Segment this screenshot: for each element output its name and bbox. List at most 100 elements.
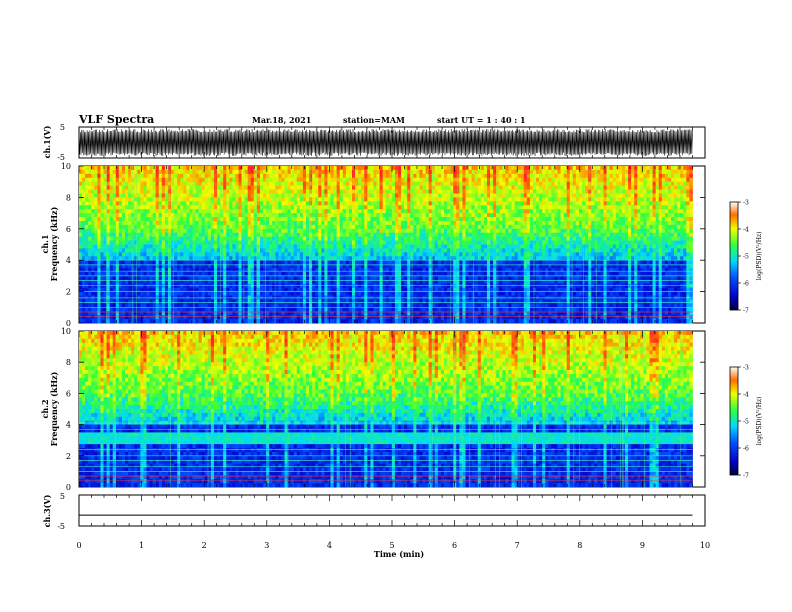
spectrogram-cell [312, 220, 316, 226]
spectrogram-cell [373, 220, 377, 226]
spectrogram-cell [401, 248, 405, 253]
spectrogram-cell [146, 240, 150, 245]
spectrogram-cell [324, 169, 328, 175]
spectrogram-cell [278, 173, 282, 179]
spectrogram-cell [97, 173, 101, 179]
spectrogram-cell [259, 279, 264, 285]
spectrogram-cell [152, 240, 157, 245]
spectrogram-cell [416, 311, 420, 316]
spectrogram-cell [82, 252, 86, 257]
spectrogram-cell [259, 307, 264, 312]
spectrogram-cell [416, 213, 420, 218]
spectrogram-cell [213, 232, 218, 238]
spectrogram-cell [149, 228, 154, 234]
spectrogram-cell [143, 248, 147, 253]
spectrogram-cell [213, 228, 218, 234]
spectrogram-cell [253, 197, 258, 202]
spectrogram-cell [453, 217, 457, 222]
spectrogram-cell [312, 169, 316, 175]
spectrogram-cell [91, 283, 95, 289]
spectrogram-cell [284, 197, 288, 202]
spectrogram-cell [259, 248, 264, 253]
spectrogram-cell [94, 319, 98, 324]
spectrogram-cell [358, 248, 362, 253]
spectrogram-cell [103, 275, 108, 281]
spectrogram-cell [364, 256, 368, 261]
spectrogram-cell [379, 315, 384, 320]
spectrogram-cell [444, 268, 448, 273]
spectrogram-cell [450, 228, 454, 234]
spectrogram-cell [186, 256, 190, 261]
spectrogram-cell [330, 307, 334, 312]
spectrogram-cell [171, 256, 175, 261]
spectrogram-cell [275, 193, 279, 198]
spectrogram-cell [198, 181, 203, 187]
spectrogram-cell [272, 279, 276, 285]
spectrogram-cell [155, 224, 160, 230]
spectrogram-cell [404, 209, 408, 214]
spectrogram-cell [82, 307, 86, 312]
spectrogram-cell [183, 303, 187, 308]
spectrogram-cell [401, 260, 405, 265]
spectrogram-cell [336, 268, 341, 273]
spectrogram-cell [137, 271, 141, 277]
spectrogram-cell [100, 177, 104, 183]
spectrogram-cell [94, 228, 98, 234]
spectrogram-cell [198, 232, 203, 238]
spectrogram-cell [401, 264, 405, 269]
spectrogram-cell [321, 275, 325, 281]
spectrogram-cell [177, 228, 181, 234]
spectrogram-cell [330, 240, 334, 245]
spectrogram-cell [266, 291, 270, 296]
spectrogram-cell [318, 283, 322, 289]
spectrogram-cell [431, 303, 436, 308]
spectrogram-cell [419, 264, 423, 269]
spectrogram-cell [278, 197, 282, 202]
spectrogram-cell [413, 224, 417, 230]
spectrogram-cell [149, 240, 154, 245]
spectrogram-cell [327, 224, 331, 230]
spectrogram-cell [315, 169, 319, 175]
spectrogram-cell [263, 252, 267, 257]
spectrogram-cell [437, 177, 442, 183]
spectrogram-cell [244, 248, 249, 253]
spectrogram-cell [324, 248, 328, 253]
spectrogram-cell [164, 201, 169, 206]
spectrogram-cell [315, 287, 319, 293]
spectrogram-cell [91, 244, 95, 249]
spectrogram-cell [97, 315, 101, 320]
spectrogram-cell [177, 205, 181, 210]
spectrogram-cell [385, 311, 390, 316]
spectrogram-cell [388, 220, 393, 226]
spectrogram-cell [333, 185, 338, 190]
spectrogram-cell [155, 307, 160, 312]
spectrogram-cell [149, 189, 154, 194]
spectrogram-cell [223, 287, 227, 293]
spectrogram-cell [416, 177, 420, 183]
spectrogram-cell [223, 213, 227, 218]
spectrogram-cell [192, 315, 196, 320]
spectrogram-cell [327, 256, 331, 261]
spectrogram-cell [398, 185, 402, 190]
spectrogram-cell [364, 271, 368, 277]
spectrogram-cell [336, 252, 341, 257]
spectrogram-cell [398, 275, 402, 281]
spectrogram-cell [407, 193, 411, 198]
spectrogram-cell [180, 264, 184, 269]
spectrogram-cell [204, 228, 209, 234]
spectrogram-cell [394, 303, 399, 308]
spectrogram-cell [284, 228, 288, 234]
spectrogram-cell [339, 189, 344, 194]
spectrogram-cell [118, 193, 123, 198]
spectrogram-cell [97, 303, 101, 308]
spectrogram-cell [321, 279, 325, 285]
spectrogram-cell [321, 201, 325, 206]
spectrogram-cell [278, 236, 282, 241]
spectrogram-cell [281, 220, 285, 226]
spectrogram-cell [238, 236, 242, 241]
spectrogram-cell [223, 197, 227, 202]
spectrogram-cell [459, 177, 463, 183]
spectrogram-cell [189, 287, 193, 293]
spectrogram-cell [425, 173, 430, 179]
spectrogram-cell [174, 291, 178, 296]
